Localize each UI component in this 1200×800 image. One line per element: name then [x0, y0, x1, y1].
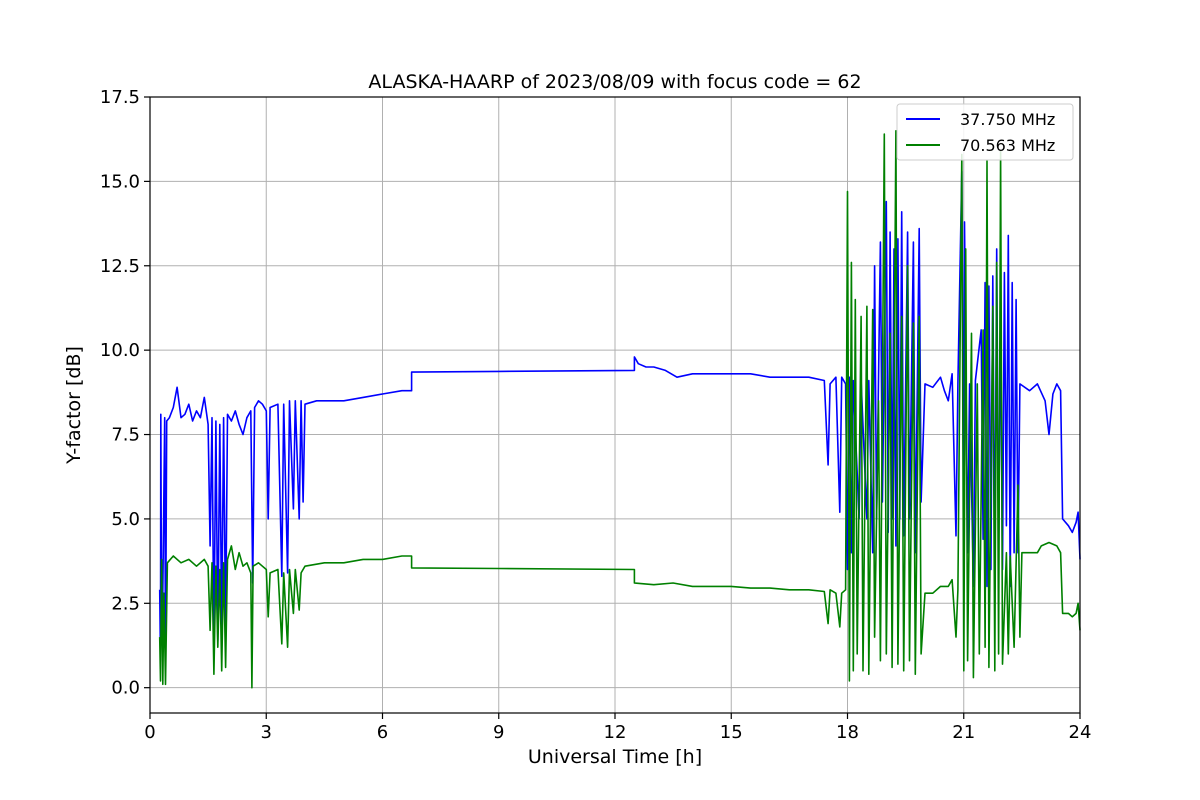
y-tick-label: 15.0 — [100, 171, 140, 192]
chart-title: ALASKA-HAARP of 2023/08/09 with focus co… — [368, 71, 861, 93]
y-tick-label: 2.5 — [111, 593, 140, 614]
series-line-2 — [158, 130, 1081, 689]
x-tick-label: 6 — [377, 722, 388, 743]
legend-label-series-1: 37.750 MHz — [960, 110, 1055, 129]
x-tick-label: 24 — [1069, 722, 1092, 743]
x-tick-label: 18 — [836, 722, 859, 743]
ticks: 0 3 6 9 12 15 18 21 24 0.0 2.5 5.0 7.5 10.0 12.5 15.0 17… — [100, 87, 1092, 743]
x-tick-label: 12 — [604, 722, 627, 743]
y-tick-label: 5.0 — [111, 509, 140, 530]
x-tick-label: 21 — [952, 722, 975, 743]
y-tick-label: 0.0 — [111, 678, 140, 699]
x-tick-label: 3 — [261, 722, 272, 743]
y-tick-label: 7.5 — [111, 425, 140, 446]
x-tick-label: 15 — [720, 722, 743, 743]
y-tick-label: 10.0 — [100, 340, 140, 361]
series-group — [158, 130, 1081, 689]
legend: 37.750 MHz 70.563 MHz — [896, 103, 1074, 161]
legend-label-series-2: 70.563 MHz — [960, 136, 1055, 155]
y-axis-label: Y-factor [dB] — [63, 346, 85, 465]
x-tick-label: 0 — [144, 722, 155, 743]
x-axis-label: Universal Time [h] — [528, 746, 702, 768]
legend-box — [896, 103, 1074, 161]
y-tick-label: 12.5 — [100, 256, 140, 277]
x-tick-label: 9 — [493, 722, 504, 743]
y-tick-label: 17.5 — [100, 87, 140, 108]
